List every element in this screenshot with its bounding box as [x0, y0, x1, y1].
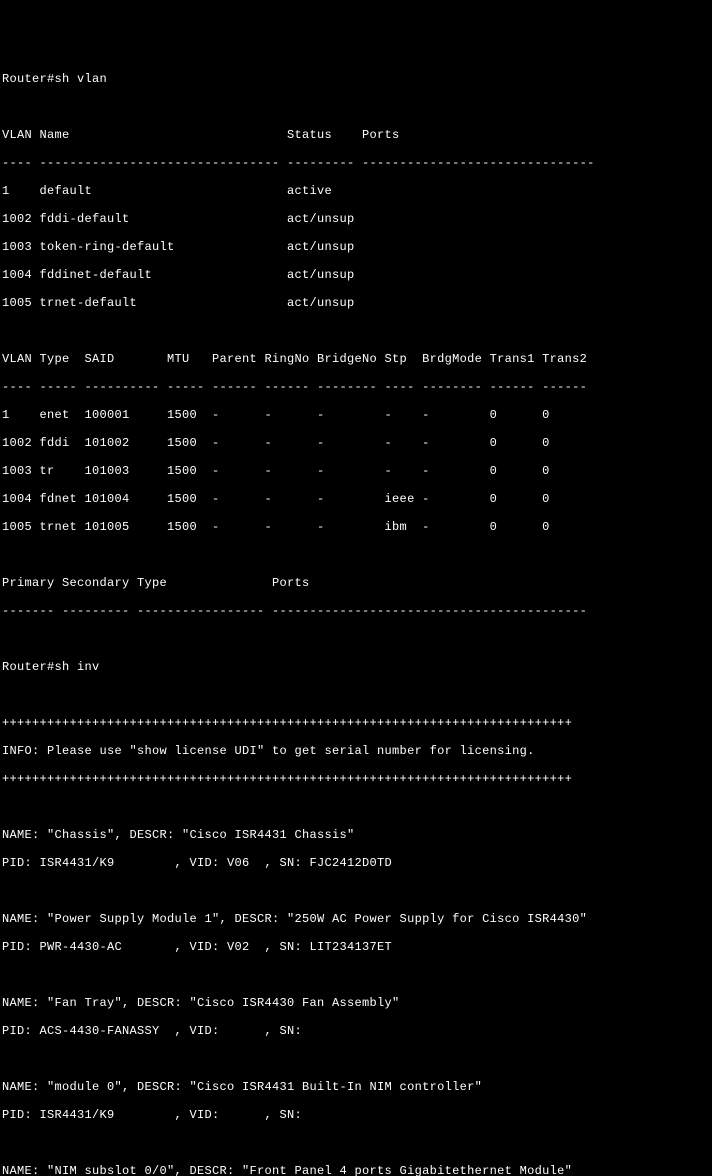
blank-line: [2, 100, 710, 114]
vlan-row: 1 default active: [2, 184, 710, 198]
vlan-detail-row: 1004 fdnet 101004 1500 - - - ieee - 0 0: [2, 492, 710, 506]
blank-line: [2, 1052, 710, 1066]
prompt-line-2: Router#sh inv: [2, 660, 710, 674]
command: sh inv: [55, 660, 100, 674]
info-border: ++++++++++++++++++++++++++++++++++++++++…: [2, 772, 710, 786]
blank-line: [2, 1136, 710, 1150]
terminal-output: Router#sh vlan VLAN Name Status Ports --…: [2, 58, 710, 1176]
vlan-row: 1005 trnet-default act/unsup: [2, 296, 710, 310]
blank-line: [2, 688, 710, 702]
blank-line: [2, 632, 710, 646]
vlan-table1-separator: ---- -------------------------------- --…: [2, 156, 710, 170]
vlan-table2-separator: ---- ----- ---------- ----- ------ -----…: [2, 380, 710, 394]
inventory-pid: PID: ISR4431/K9 , VID: , SN:: [2, 1108, 710, 1122]
blank-line: [2, 968, 710, 982]
inventory-name: NAME: "Fan Tray", DESCR: "Cisco ISR4430 …: [2, 996, 710, 1010]
vlan-row: 1003 token-ring-default act/unsup: [2, 240, 710, 254]
inventory-pid: PID: ACS-4430-FANASSY , VID: , SN:: [2, 1024, 710, 1038]
inventory-pid: PID: ISR4431/K9 , VID: V06 , SN: FJC2412…: [2, 856, 710, 870]
vlan-table1-header: VLAN Name Status Ports: [2, 128, 710, 142]
vlan-detail-row: 1002 fddi 101002 1500 - - - - - 0 0: [2, 436, 710, 450]
vlan-row: 1002 fddi-default act/unsup: [2, 212, 710, 226]
inventory-name: NAME: "module 0", DESCR: "Cisco ISR4431 …: [2, 1080, 710, 1094]
inventory-name: NAME: "Power Supply Module 1", DESCR: "2…: [2, 912, 710, 926]
vlan-table2-header: VLAN Type SAID MTU Parent RingNo BridgeN…: [2, 352, 710, 366]
prompt: Router#: [2, 72, 55, 86]
inventory-pid: PID: PWR-4430-AC , VID: V02 , SN: LIT234…: [2, 940, 710, 954]
prompt-line-1: Router#sh vlan: [2, 72, 710, 86]
remote-span-separator: ------- --------- ----------------- ----…: [2, 604, 710, 618]
inventory-name: NAME: "Chassis", DESCR: "Cisco ISR4431 C…: [2, 828, 710, 842]
inventory-name: NAME: "NIM subslot 0/0", DESCR: "Front P…: [2, 1164, 710, 1176]
command: sh vlan: [55, 72, 108, 86]
blank-line: [2, 324, 710, 338]
blank-line: [2, 800, 710, 814]
vlan-detail-row: 1 enet 100001 1500 - - - - - 0 0: [2, 408, 710, 422]
info-border: ++++++++++++++++++++++++++++++++++++++++…: [2, 716, 710, 730]
blank-line: [2, 884, 710, 898]
blank-line: [2, 548, 710, 562]
vlan-detail-row: 1005 trnet 101005 1500 - - - ibm - 0 0: [2, 520, 710, 534]
vlan-row: 1004 fddinet-default act/unsup: [2, 268, 710, 282]
prompt: Router#: [2, 660, 55, 674]
vlan-detail-row: 1003 tr 101003 1500 - - - - - 0 0: [2, 464, 710, 478]
info-text: INFO: Please use "show license UDI" to g…: [2, 744, 710, 758]
